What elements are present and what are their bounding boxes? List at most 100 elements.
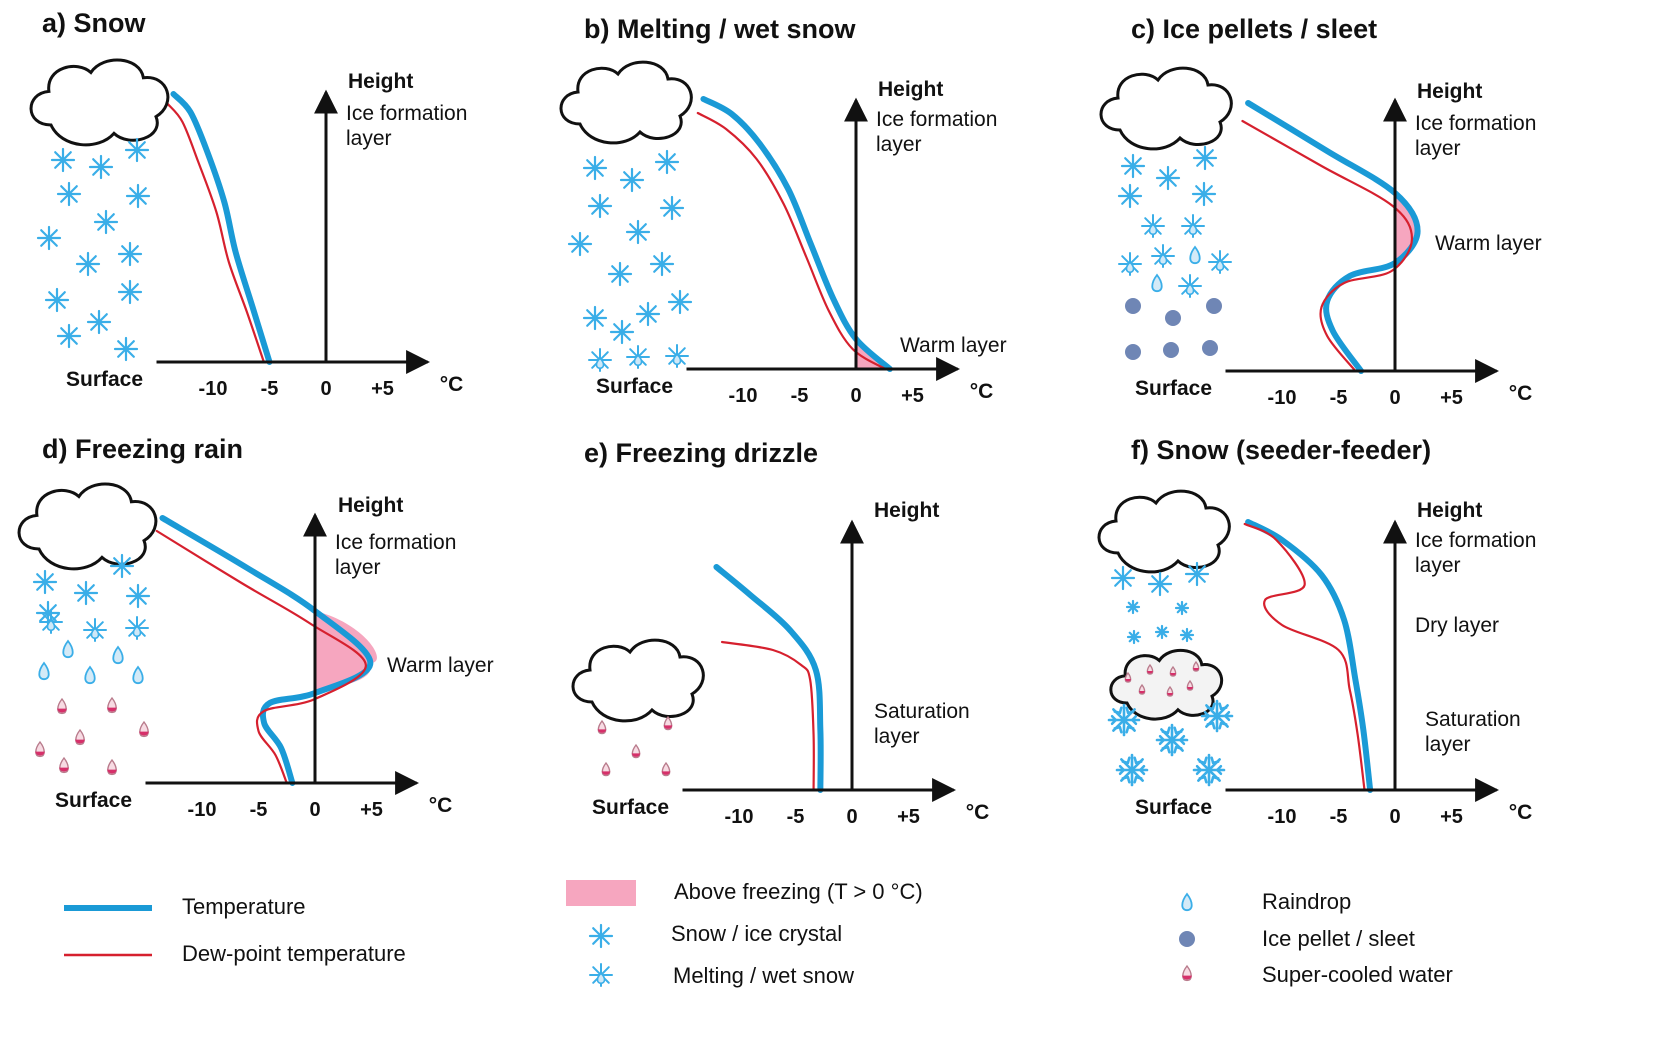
tick-label: -5 bbox=[250, 799, 268, 821]
tick-label: -10 bbox=[199, 378, 228, 400]
snowflake-icon bbox=[1192, 753, 1226, 787]
legend-pellet: Ice pellet / sleet bbox=[1179, 926, 1415, 951]
snowflake-icon bbox=[75, 251, 101, 277]
wet-snow-icon bbox=[1178, 274, 1202, 298]
snowflake-icon bbox=[1200, 699, 1234, 733]
panel-title: d) Freezing rain bbox=[42, 434, 243, 464]
ice-pellet-icon bbox=[1163, 342, 1179, 358]
temperature-profile bbox=[713, 564, 824, 793]
layer-label: Saturation bbox=[1425, 708, 1521, 731]
panel-title: c) Ice pellets / sleet bbox=[1131, 14, 1377, 44]
legend-label: Raindrop bbox=[1262, 889, 1351, 914]
surface-label: Surface bbox=[596, 375, 673, 398]
wet-snow-icon bbox=[39, 610, 63, 634]
tick-label: +5 bbox=[897, 806, 920, 828]
supercooled-drop-icon bbox=[1186, 679, 1194, 691]
height-label: Height bbox=[1417, 80, 1482, 103]
supercooled-drop-icon bbox=[1146, 663, 1154, 675]
panel-title: f) Snow (seeder-feeder) bbox=[1131, 435, 1431, 465]
supercooled-drop-icon bbox=[1138, 683, 1146, 695]
snowflake-icon bbox=[1117, 183, 1143, 209]
wet-snow-icon bbox=[1151, 244, 1175, 268]
layer-label: layer bbox=[1415, 554, 1461, 577]
unit-label: °C bbox=[1509, 801, 1533, 824]
surface-label: Surface bbox=[1135, 796, 1212, 819]
legend-raindrop: Raindrop bbox=[1181, 889, 1351, 914]
wet-snow-icon bbox=[1181, 214, 1205, 238]
wet-snow-icon bbox=[626, 345, 650, 369]
dewpoint-profile bbox=[696, 111, 887, 371]
wet-snow-icon bbox=[125, 616, 149, 640]
tick-label: +5 bbox=[371, 378, 394, 400]
snowflake-icon bbox=[93, 209, 119, 235]
ice-pellet-icon bbox=[1125, 298, 1141, 314]
height-label: Height bbox=[1417, 499, 1482, 522]
tick-label: -5 bbox=[1330, 387, 1348, 409]
snowflake-icon bbox=[582, 305, 608, 331]
snowflake-icon bbox=[1155, 165, 1181, 191]
unit-label: °C bbox=[1509, 382, 1533, 405]
cloud-icon bbox=[17, 482, 158, 571]
tick-label: -5 bbox=[791, 385, 809, 407]
snowflake-icon bbox=[607, 261, 633, 287]
snowflake-icon bbox=[1110, 565, 1136, 591]
supercooled-drop-icon bbox=[57, 697, 67, 715]
height-label: Height bbox=[874, 499, 939, 522]
layer-label: layer bbox=[876, 133, 922, 156]
snowflake-icon bbox=[1120, 153, 1146, 179]
legend-label: Dew-point temperature bbox=[182, 941, 406, 966]
snowflake-icon bbox=[125, 183, 151, 209]
wet-snow-icon bbox=[588, 348, 612, 372]
legend-supercooled: Super-cooled water bbox=[1182, 962, 1453, 987]
snowflake-icon bbox=[1174, 600, 1190, 616]
ice-pellet-icon bbox=[1179, 931, 1195, 947]
panel-a: a) Snow Height Surface °C -10 -5 0 +5 Ice format… bbox=[29, 8, 467, 400]
panel-c: c) Ice pellets / sleet Height Surface °C -10… bbox=[1099, 14, 1542, 409]
tick-label: +5 bbox=[360, 799, 383, 821]
cloud-icon bbox=[1099, 66, 1233, 151]
snowflake-icon bbox=[32, 569, 58, 595]
layer-label: layer bbox=[335, 556, 381, 579]
layer-label: layer bbox=[1415, 137, 1461, 160]
layer-label: Ice formation bbox=[1415, 112, 1536, 135]
tick-label: 0 bbox=[320, 378, 331, 400]
tick-label: -5 bbox=[787, 806, 805, 828]
dewpoint-profile bbox=[1243, 522, 1366, 792]
snowflake-icon bbox=[1115, 753, 1149, 787]
panel-e: e) Freezing drizzle Height Surface °C -10 -5 0… bbox=[571, 438, 990, 828]
cloud-icon bbox=[571, 638, 705, 723]
raindrop-icon bbox=[132, 665, 144, 685]
cloud-icon bbox=[1097, 489, 1231, 574]
tick-label: -10 bbox=[188, 799, 217, 821]
ice-pellet-icon bbox=[1165, 310, 1181, 326]
snowflake-icon bbox=[36, 225, 62, 251]
supercooled-drop-icon bbox=[107, 758, 117, 776]
surface-label: Surface bbox=[592, 796, 669, 819]
tick-label: 0 bbox=[1389, 806, 1400, 828]
panel-d: d) Freezing rain Height Surface °C -10 -5 0 +5 I… bbox=[17, 434, 494, 821]
legend-above-freezing: Above freezing (T > 0 °C) bbox=[566, 879, 923, 906]
snowflake-icon bbox=[50, 147, 76, 173]
supercooled-drop-icon bbox=[1169, 665, 1177, 677]
supercooled-drop-icon bbox=[663, 715, 673, 731]
snowflake-icon bbox=[1192, 145, 1218, 171]
supercooled-drop-icon bbox=[601, 761, 611, 777]
unit-label: °C bbox=[966, 801, 990, 824]
layer-label: Warm layer bbox=[387, 654, 494, 677]
tick-label: 0 bbox=[309, 799, 320, 821]
snowflake-icon bbox=[35, 600, 61, 626]
snowflake-icon bbox=[124, 137, 150, 163]
wet-snow-icon bbox=[1208, 250, 1232, 274]
unit-label: °C bbox=[429, 794, 453, 817]
tick-label: -5 bbox=[261, 378, 279, 400]
supercooled-drop-icon bbox=[1182, 964, 1192, 982]
legend-label: Above freezing (T > 0 °C) bbox=[674, 879, 923, 904]
snowflake-icon bbox=[1147, 571, 1173, 597]
snowflake-icon bbox=[125, 583, 151, 609]
snowflake-icon bbox=[635, 301, 661, 327]
supercooled-drop-icon bbox=[59, 756, 69, 774]
panel-f: f) Snow (seeder-feeder) Height Surface °C -1… bbox=[1097, 435, 1536, 828]
snowflake-icon bbox=[117, 279, 143, 305]
snowflake-icon bbox=[619, 167, 645, 193]
